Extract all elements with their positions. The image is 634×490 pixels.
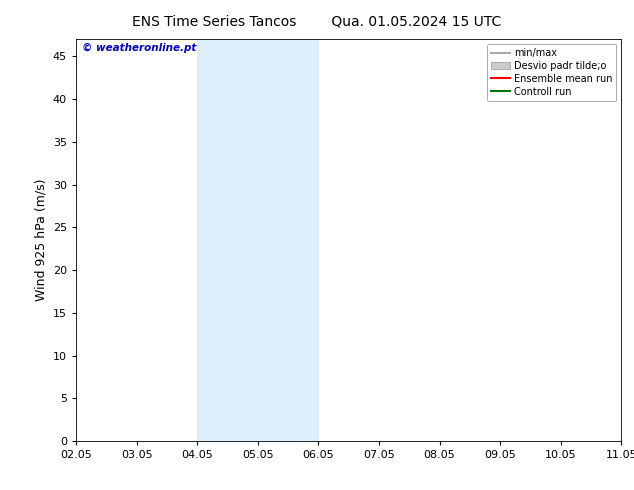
Text: ENS Time Series Tancos        Qua. 01.05.2024 15 UTC: ENS Time Series Tancos Qua. 01.05.2024 1… — [133, 15, 501, 29]
Text: © weatheronline.pt: © weatheronline.pt — [82, 43, 196, 53]
Y-axis label: Wind 925 hPa (m/s): Wind 925 hPa (m/s) — [34, 179, 48, 301]
Bar — [197, 39, 318, 441]
Legend: min/max, Desvio padr tilde;o, Ensemble mean run, Controll run: min/max, Desvio padr tilde;o, Ensemble m… — [487, 44, 616, 100]
Bar — [621, 39, 634, 441]
